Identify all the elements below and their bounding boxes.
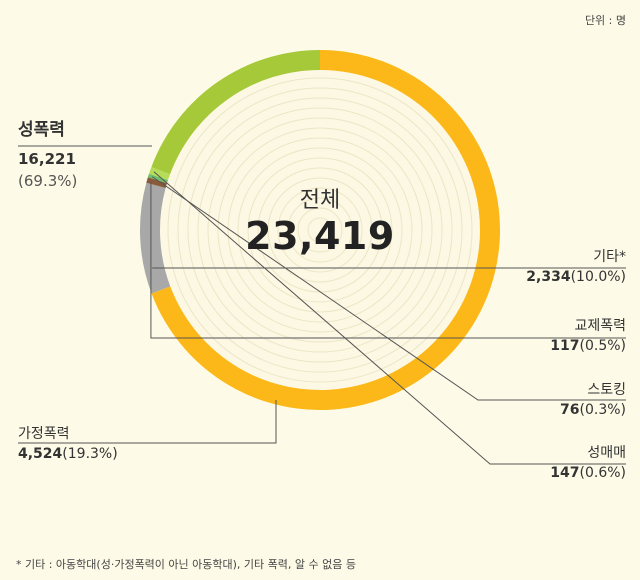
label-dating-violence: 교제폭력 117(0.5%) (550, 316, 626, 356)
donut-slices (139, 49, 500, 410)
slice-other (139, 182, 171, 294)
slice-domestic-violence (151, 49, 320, 175)
center-ring (207, 117, 433, 343)
label-other-percent: (10.0%) (570, 269, 626, 285)
center-ring (217, 127, 423, 333)
label-sexual-violence: 성폭력 16,221 (69.3%) (18, 118, 77, 192)
center-ring (307, 217, 333, 243)
label-stalking: 스토킹 76(0.3%) (560, 380, 626, 420)
label-dating-violence-name: 교제폭력 (574, 318, 626, 334)
center-ring (247, 157, 393, 303)
center-ring (227, 137, 413, 323)
label-prostitution-percent: (0.6%) (579, 465, 627, 481)
label-stalking-percent: (0.3%) (579, 402, 627, 418)
label-dating-violence-value: 117 (550, 338, 580, 354)
center-ring (297, 207, 343, 253)
center-ring (197, 107, 443, 353)
center-ring (267, 177, 373, 283)
label-prostitution-name: 성매매 (587, 445, 626, 461)
label-stalking-value: 76 (560, 402, 580, 418)
label-domestic-violence-name: 가정폭력 (18, 426, 70, 442)
center-ring (177, 87, 463, 373)
center-ring (237, 147, 403, 313)
leader-dating-violence (150, 181, 626, 339)
label-other: 기타* 2,334(10.0%) (526, 247, 626, 287)
center-ring (167, 77, 473, 383)
label-other-name: 기타* (593, 249, 626, 265)
leader-lines (18, 145, 626, 465)
label-prostitution: 성매매 147(0.6%) (550, 443, 626, 483)
label-prostitution-value: 147 (550, 465, 580, 481)
label-domestic-violence-percent: (19.3%) (62, 446, 118, 462)
footnote: * 기타 : 아동학대(성·가정폭력이 아닌 아동학대), 기타 폭력, 알 수… (16, 558, 356, 571)
label-domestic-violence-value: 4,524 (18, 446, 63, 462)
label-domestic-violence: 가정폭력 4,524(19.3%) (18, 424, 118, 464)
slice-prostitution (149, 167, 171, 181)
label-dating-violence-percent: (0.5%) (579, 338, 627, 354)
center-ring (277, 187, 363, 273)
center-background (160, 70, 480, 390)
slice-stalking (147, 173, 169, 184)
leader-domestic-violence (18, 400, 277, 444)
center-decor-rings (160, 70, 480, 390)
label-stalking-name: 스토킹 (587, 382, 626, 398)
unit-note: 단위 : 명 (584, 14, 626, 27)
center-ring (287, 197, 353, 263)
leader-stalking (151, 176, 626, 401)
label-sexual-violence-percent: (69.3%) (18, 172, 78, 190)
center-total: 23,419 (245, 214, 395, 258)
slice-dating-violence (146, 177, 168, 188)
label-other-value: 2,334 (526, 269, 571, 285)
label-sexual-violence-name: 성폭력 (18, 120, 65, 140)
center-title: 전체 (299, 188, 341, 213)
center-ring (187, 97, 453, 363)
leader-prostitution (153, 171, 626, 465)
label-sexual-violence-value: 16,221 (18, 150, 76, 168)
